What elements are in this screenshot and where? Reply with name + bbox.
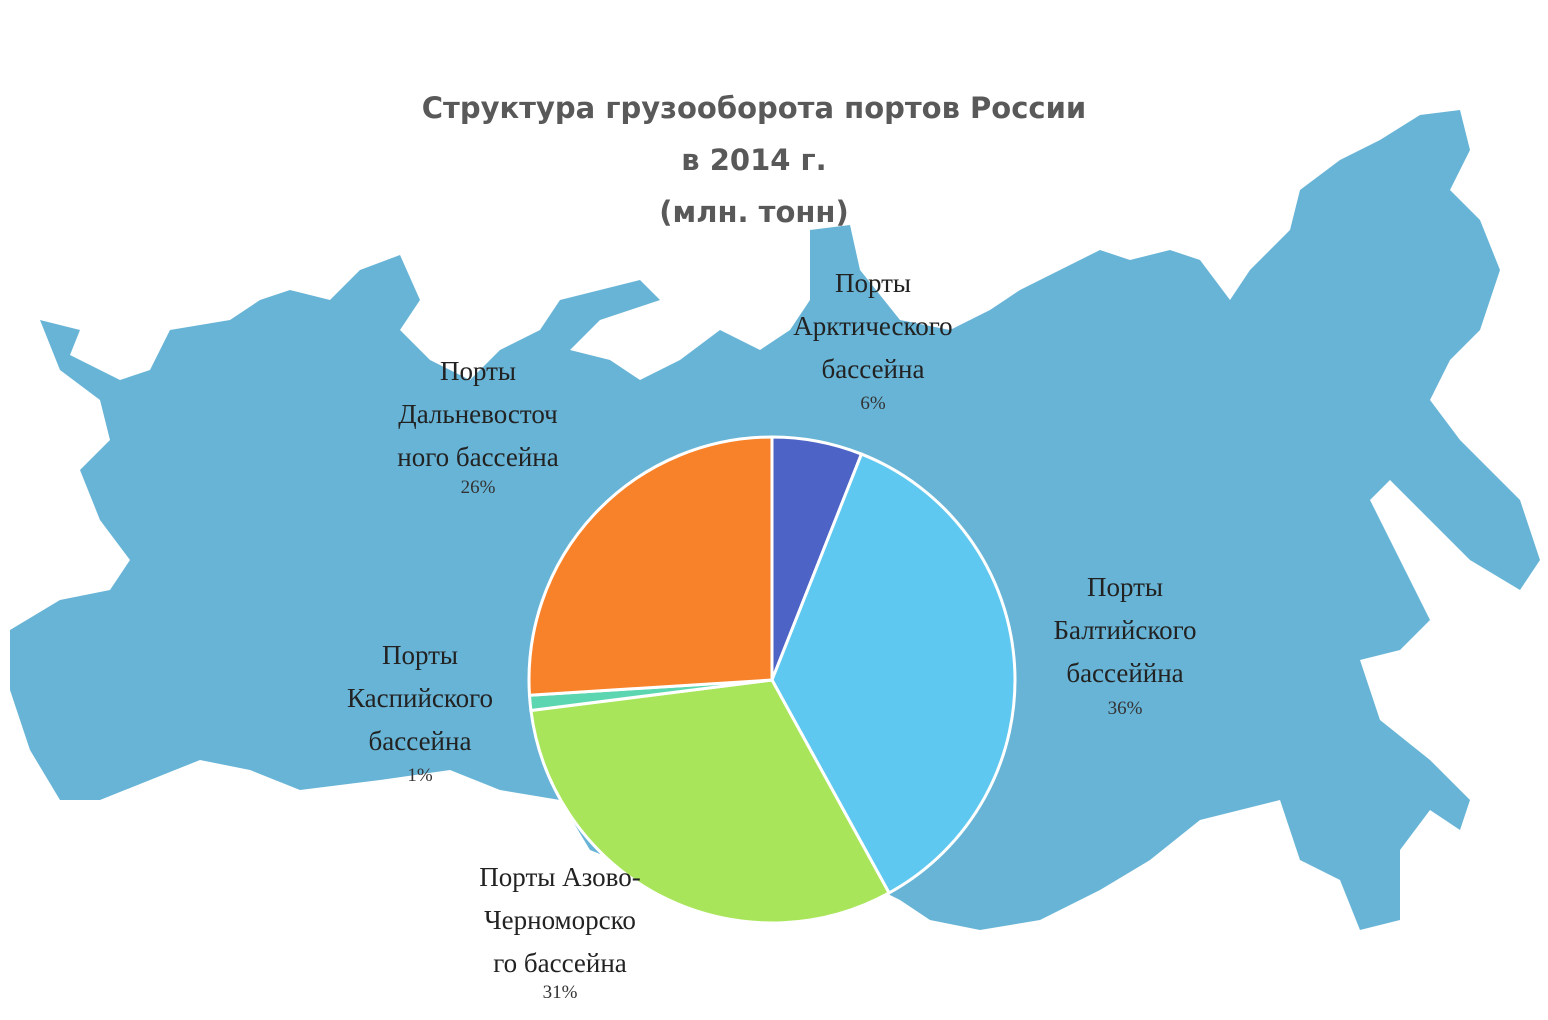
slice-label: Порты Арктического бассейна <box>793 268 953 384</box>
slice-label: Порты Каспийского бассейна <box>346 640 494 756</box>
value-label: 26% <box>460 477 496 498</box>
pie-slice <box>529 678 892 925</box>
value-label: 6% <box>860 393 886 414</box>
value-label: 1% <box>407 765 433 786</box>
pie-slice <box>527 435 774 697</box>
pie-slice <box>770 452 1017 895</box>
slice-label: Порты Дальневосточ ного бассейна <box>397 356 559 472</box>
value-label: 36% <box>1107 698 1143 719</box>
slice-label: Порты Азово- Черноморско го бассейна <box>479 862 641 978</box>
slice-label: Порты Балтийского бассеййна <box>1053 572 1197 688</box>
chart-title: Структура грузооборота портов России в 2… <box>421 91 1087 229</box>
value-label: 31% <box>542 982 578 1003</box>
